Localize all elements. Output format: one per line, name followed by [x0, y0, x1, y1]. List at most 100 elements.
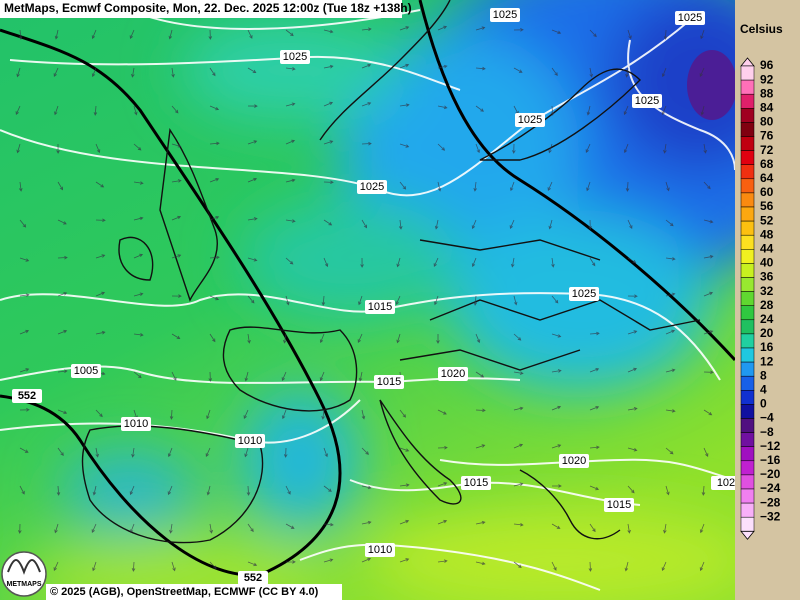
legend-swatch — [740, 164, 755, 180]
wind-arrow — [243, 409, 249, 419]
wind-arrow — [589, 29, 597, 38]
wind-arrow — [91, 29, 97, 40]
legend-label: 56 — [760, 199, 774, 213]
isobar-label-background — [12, 389, 42, 403]
wind-arrow — [436, 334, 440, 344]
wind-arrow — [209, 105, 220, 111]
legend-swatch — [740, 206, 755, 222]
wind-arrow — [551, 67, 558, 76]
legend-label: −12 — [760, 439, 781, 453]
wind-arrow — [361, 557, 372, 563]
isobar-label: 1020 — [441, 368, 465, 380]
isobar-label: 552 — [18, 390, 36, 402]
isobar-label: 1025 — [493, 9, 517, 21]
legend-swatch — [740, 249, 755, 264]
isobar-label: 102 — [717, 477, 735, 489]
wind-arrow — [475, 371, 485, 378]
legend-label: −20 — [760, 467, 781, 481]
wind-arrow — [171, 215, 182, 221]
wind-arrow — [627, 330, 638, 335]
wind-arrow — [548, 143, 553, 154]
wind-arrow — [91, 67, 97, 78]
wind-arrow — [57, 292, 68, 297]
wind-arrow — [285, 102, 296, 107]
isobar-label: 1025 — [635, 95, 659, 107]
wind-arrow — [19, 329, 30, 335]
wind-arrow — [396, 333, 401, 344]
isobar-label: 1025 — [360, 181, 384, 193]
legend-swatch — [740, 319, 755, 335]
wind-arrow — [699, 67, 705, 77]
wind-arrow — [209, 333, 216, 343]
legend-swatch — [740, 220, 755, 236]
isobar-label-background — [604, 498, 634, 512]
wind-arrow — [357, 333, 363, 343]
isobar-label: 1025 — [518, 114, 542, 126]
wind-arrow — [171, 371, 177, 381]
wind-arrow — [57, 219, 67, 225]
isobar-label-background — [235, 434, 265, 448]
wind-arrow — [247, 295, 255, 304]
wind-arrow — [323, 140, 334, 145]
wind-arrow — [589, 485, 600, 491]
wind-arrow — [703, 330, 714, 335]
wind-arrow — [206, 409, 211, 420]
wind-arrow — [437, 143, 446, 151]
legend-label: −32 — [760, 509, 781, 523]
wind-arrow — [319, 333, 325, 344]
legend-label: 48 — [760, 227, 774, 241]
wind-arrow — [283, 447, 288, 458]
isobar-label: 552 — [244, 572, 262, 584]
legend-label: 0 — [760, 397, 767, 411]
legend-swatch — [740, 404, 755, 419]
wind-arrow — [167, 447, 173, 458]
isobar-label: 1025 — [678, 12, 702, 24]
legend-label: 72 — [760, 143, 774, 157]
wind-arrow — [321, 409, 325, 420]
wind-arrow — [209, 141, 220, 146]
isobar-label-background — [490, 8, 520, 22]
wind-arrow — [133, 181, 144, 185]
wind-arrow — [361, 63, 372, 69]
legend-arrow-bottom — [740, 530, 755, 540]
wind-arrow — [627, 367, 638, 373]
wind-arrow — [285, 485, 291, 495]
wind-arrow — [167, 485, 173, 496]
legend-swatch — [740, 150, 755, 165]
wind-arrow — [282, 409, 287, 420]
wind-arrow — [665, 447, 674, 455]
wind-arrow — [437, 409, 447, 415]
wind-arrow — [589, 257, 596, 267]
isobar-label-background — [438, 367, 468, 381]
wind-arrow — [661, 561, 667, 571]
wind-arrow — [703, 409, 713, 416]
wind-arrow — [551, 295, 559, 304]
wind-arrow — [513, 443, 524, 449]
wind-arrow — [399, 483, 410, 487]
legend-label: 76 — [760, 129, 774, 143]
wind-arrow — [171, 143, 182, 148]
wind-arrows — [15, 25, 714, 572]
wind-arrow — [551, 523, 561, 529]
wind-arrow — [627, 29, 632, 40]
wind-arrow — [323, 180, 334, 185]
wind-arrow — [510, 181, 515, 192]
legend-swatch — [740, 192, 755, 208]
wind-arrow — [133, 332, 144, 337]
wind-arrow — [247, 29, 253, 39]
wind-arrow — [209, 561, 217, 570]
wind-arrow — [513, 67, 523, 73]
isobar-label: 1020 — [562, 455, 586, 467]
wind-arrow — [244, 371, 249, 382]
wind-arrow — [323, 257, 329, 268]
legend-label: −28 — [760, 495, 781, 509]
legend-label: −16 — [760, 453, 781, 467]
legend-label: 28 — [760, 298, 774, 312]
isobar-label-background — [711, 476, 741, 490]
legend-swatch — [740, 502, 755, 518]
wind-arrow — [56, 485, 61, 496]
wind-arrow — [323, 447, 328, 458]
wind-arrow — [513, 371, 524, 375]
wind-arrow — [95, 254, 106, 259]
isobar-label: 1015 — [607, 499, 631, 511]
